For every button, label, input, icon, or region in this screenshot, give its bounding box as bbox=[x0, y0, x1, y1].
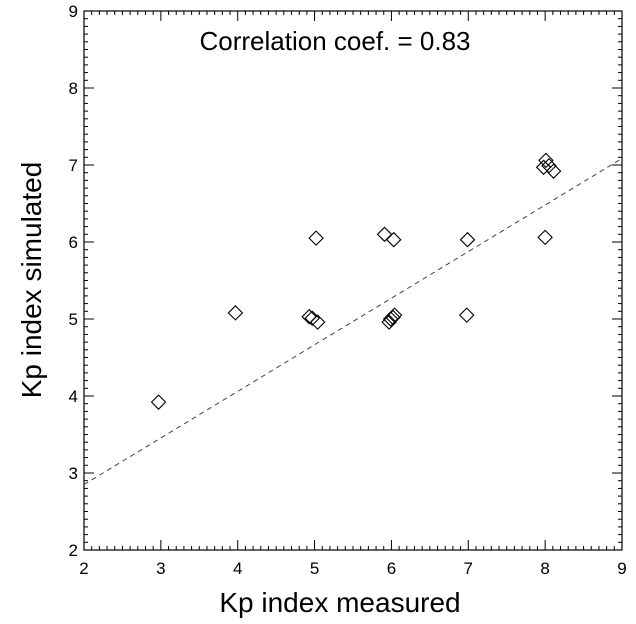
data-points bbox=[150, 152, 562, 410]
data-point bbox=[459, 231, 476, 248]
data-point bbox=[385, 309, 401, 326]
data-point bbox=[309, 314, 326, 330]
data-point bbox=[541, 157, 557, 174]
y-tick-label: 2 bbox=[69, 541, 78, 560]
x-tick-label: 2 bbox=[79, 559, 88, 578]
plot-axes bbox=[83, 10, 623, 551]
x-tick-label: 5 bbox=[310, 559, 319, 578]
y-tick-label: 8 bbox=[69, 79, 78, 98]
fit-line bbox=[83, 158, 623, 485]
plot-frame bbox=[83, 10, 623, 551]
x-tick-label: 3 bbox=[156, 559, 165, 578]
y-tick-label: 7 bbox=[69, 156, 78, 175]
x-tick-label: 8 bbox=[540, 559, 549, 578]
data-point bbox=[386, 307, 403, 323]
y-tick-label: 9 bbox=[69, 2, 78, 21]
y-tick-label: 6 bbox=[69, 233, 78, 252]
data-point bbox=[301, 308, 317, 325]
y-tick-label: 5 bbox=[69, 310, 78, 329]
data-point bbox=[545, 163, 562, 179]
data-point bbox=[458, 307, 475, 323]
data-point bbox=[538, 152, 554, 169]
fit-line-group bbox=[83, 158, 623, 485]
data-point bbox=[150, 394, 167, 410]
y-tick-label: 4 bbox=[69, 387, 78, 406]
x-tick-label: 6 bbox=[387, 559, 396, 578]
data-point bbox=[385, 231, 402, 248]
data-point bbox=[376, 226, 393, 243]
data-point bbox=[227, 305, 244, 321]
data-point bbox=[308, 230, 324, 246]
x-tick-label: 4 bbox=[233, 559, 242, 578]
x-tick-label: 7 bbox=[464, 559, 473, 578]
y-axis-title: Kp index simulated bbox=[16, 162, 47, 399]
x-tick-label: 9 bbox=[617, 559, 626, 578]
correlation-annotation: Correlation coef. = 0.83 bbox=[200, 26, 471, 56]
x-axis-title: Kp index measured bbox=[219, 587, 460, 618]
tick-labels: 2 3 4 5 6 7 8 9 2 3 4 5 6 7 8 9 bbox=[69, 2, 627, 578]
y-tick-label: 3 bbox=[69, 464, 78, 483]
data-point bbox=[537, 229, 553, 246]
